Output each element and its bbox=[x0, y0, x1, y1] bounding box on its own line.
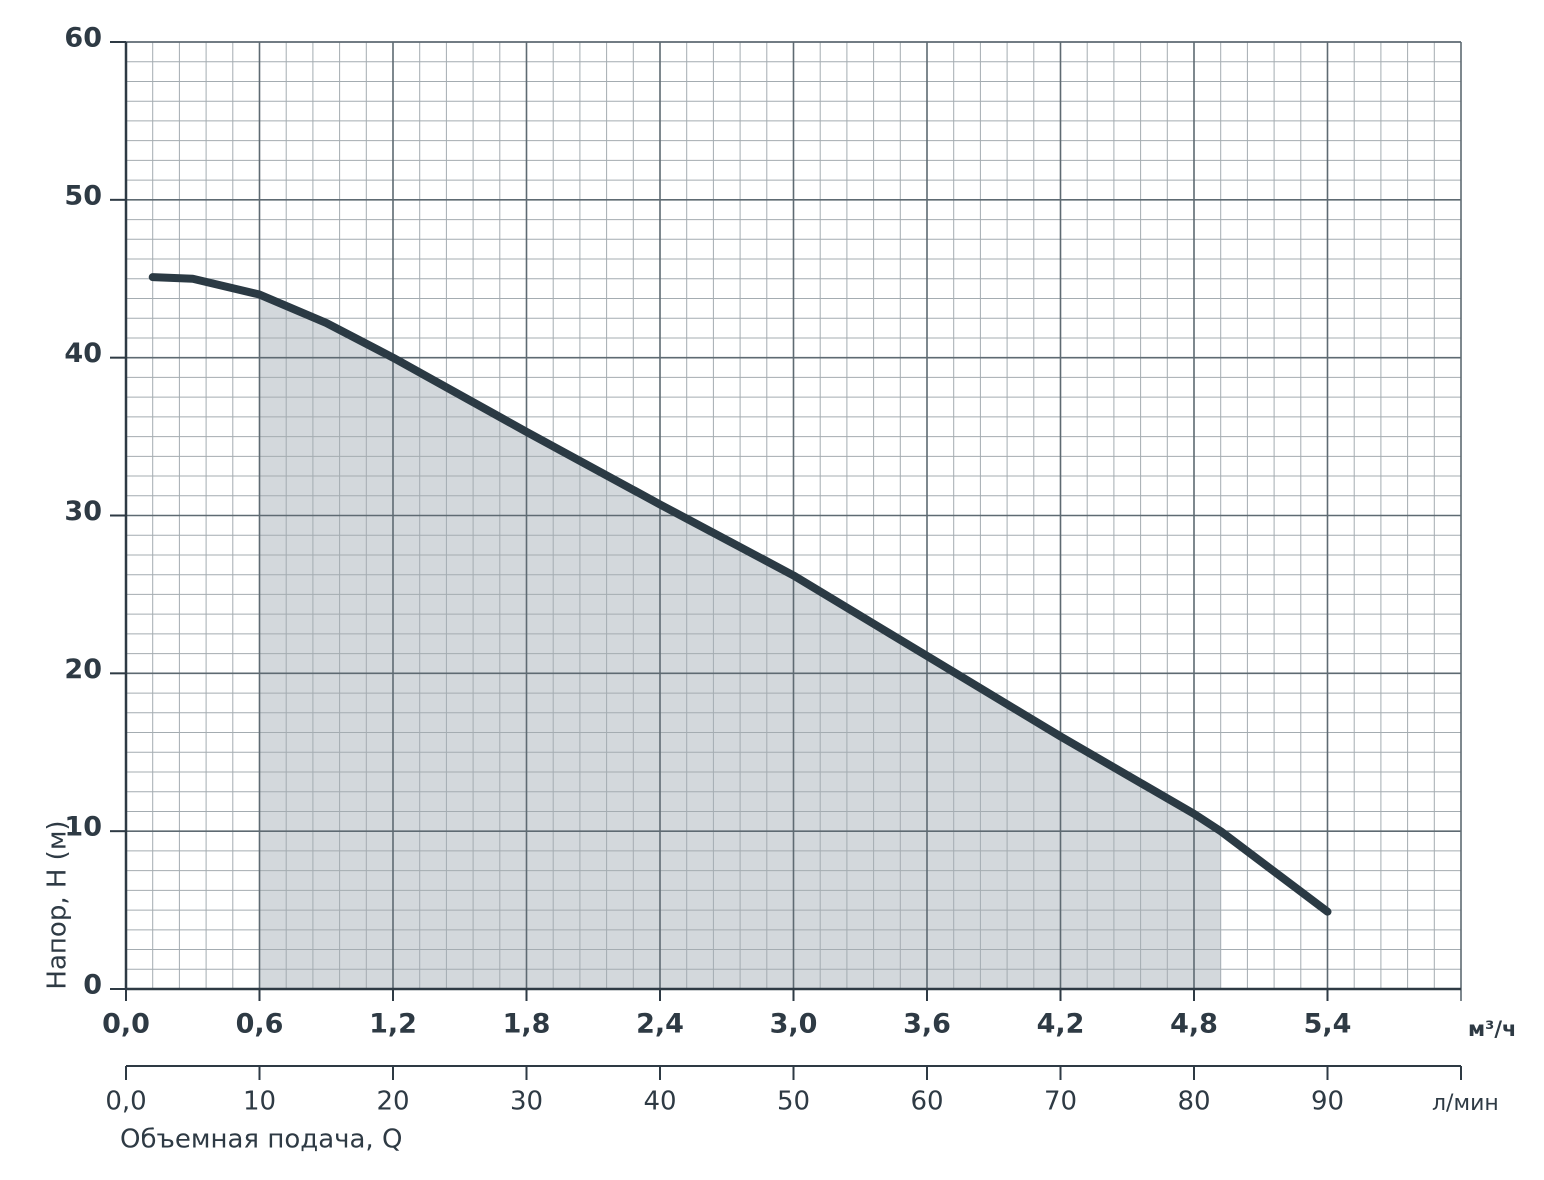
x-tick-label: 3,6 bbox=[903, 1009, 951, 1040]
x2-tick-label: 10 bbox=[243, 1087, 276, 1117]
x2-tick-label: 70 bbox=[1044, 1087, 1077, 1117]
x2-unit: л/мин bbox=[1432, 1091, 1499, 1116]
y-tick-label: 50 bbox=[64, 180, 102, 211]
x-tick-label: 4,8 bbox=[1170, 1009, 1218, 1040]
y-tick-label: 10 bbox=[64, 812, 102, 843]
x-tick-label: 4,2 bbox=[1037, 1009, 1085, 1040]
x2-tick-label: 0,0 bbox=[105, 1087, 146, 1117]
x-tick-label: 1,2 bbox=[369, 1009, 417, 1040]
curve bbox=[148, 273, 1332, 916]
x-unit: м³/ч bbox=[1468, 1017, 1516, 1041]
x2-tick-label: 80 bbox=[1177, 1087, 1210, 1117]
y-tick-label: 60 bbox=[64, 23, 102, 54]
x-tick-label: 5,4 bbox=[1304, 1009, 1352, 1040]
x-tick-label: 0,6 bbox=[236, 1009, 284, 1040]
x-tick-label: 3,0 bbox=[770, 1009, 818, 1040]
x2-tick-label: 60 bbox=[910, 1087, 943, 1117]
x2-tick-label: 20 bbox=[376, 1087, 409, 1117]
x2-tick-label: 40 bbox=[643, 1087, 676, 1117]
y-tick-label: 0 bbox=[83, 970, 102, 1001]
y-tick-label: 20 bbox=[64, 654, 102, 685]
x2-tick-label: 30 bbox=[510, 1087, 543, 1117]
y-tick-label: 40 bbox=[64, 338, 102, 369]
x2-tick-label: 50 bbox=[777, 1087, 810, 1117]
x-tick-label: 2,4 bbox=[636, 1009, 684, 1040]
y-axis-title: Напор, H (м) bbox=[43, 820, 73, 989]
x-tick-label: 0,0 bbox=[102, 1009, 150, 1040]
x-axis-title: Объемная подача, Q bbox=[120, 1125, 402, 1155]
x-tick-label: 1,8 bbox=[503, 1009, 551, 1040]
y-tick-label: 30 bbox=[64, 496, 102, 527]
x2-tick-label: 90 bbox=[1311, 1087, 1344, 1117]
